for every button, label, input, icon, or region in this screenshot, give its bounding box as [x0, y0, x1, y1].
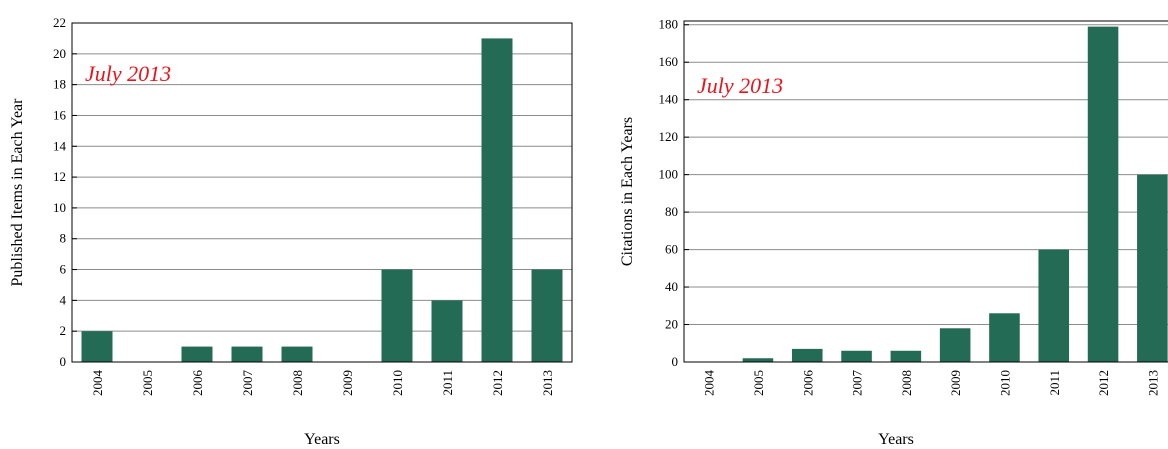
y-tick-label: 8: [60, 231, 67, 246]
x-tick-label: 2013: [540, 370, 555, 396]
y-tick-label: 140: [659, 92, 679, 107]
y-tick-label: 20: [665, 317, 678, 332]
bar: [890, 350, 922, 362]
bar: [841, 350, 872, 362]
y-axis-label: Citations in Each Years: [619, 117, 636, 266]
y-tick-label: 4: [60, 292, 67, 307]
bar: [531, 269, 563, 362]
plot-frame: [71, 22, 573, 363]
x-tick-label: 2012: [490, 370, 505, 396]
x-tick-label: 2009: [340, 370, 355, 396]
y-tick-label: 18: [53, 77, 66, 92]
x-tick-label: 2011: [440, 370, 455, 396]
y-tick-label: 20: [53, 46, 66, 61]
annotation: July 2013: [85, 61, 171, 86]
bar: [81, 331, 113, 362]
annotation: July 2013: [697, 73, 783, 98]
y-tick-label: 6: [60, 262, 67, 277]
y-tick-label: 160: [659, 54, 679, 69]
chart: 0 2 4 6 8 10 12 14 16 18 20 22 2004 2005 2006 2007 2008 2…: [9, 15, 573, 448]
bar: [381, 269, 413, 362]
x-tick-label: 2007: [240, 370, 255, 397]
x-tick-label: 2012: [1096, 370, 1111, 396]
x-tick-label: 2004: [90, 370, 105, 397]
bar: [791, 348, 823, 362]
y-tick-label: 10: [53, 200, 66, 215]
y-tick-label: 100: [659, 167, 679, 182]
y-tick-label: 40: [665, 279, 678, 294]
y-tick-label: 120: [659, 129, 679, 144]
bar: [742, 358, 774, 362]
x-tick-label: 2008: [290, 370, 305, 396]
y-tick-label: 180: [659, 17, 679, 32]
y-tick-label: 80: [665, 204, 678, 219]
y-tick-label: 60: [665, 242, 678, 257]
bar: [281, 346, 313, 362]
y-tick-label: 14: [53, 138, 67, 153]
x-tick-label: 2011: [1047, 370, 1062, 396]
bar: [1087, 26, 1119, 362]
bar: [481, 38, 513, 363]
bar: [939, 328, 971, 362]
y-tick-label: 16: [53, 107, 67, 122]
bar: [231, 346, 263, 362]
x-tick-label: 2008: [899, 370, 914, 396]
y-tick-label: 12: [53, 169, 66, 184]
bar: [1038, 249, 1070, 362]
bar: [431, 300, 463, 362]
bar: [1137, 174, 1168, 362]
x-tick-label: 2004: [702, 370, 717, 397]
x-tick-label: 2006: [800, 370, 815, 397]
x-tick-label: 2005: [751, 370, 766, 396]
bar: [181, 346, 213, 362]
x-tick-label: 2013: [1145, 370, 1160, 396]
x-tick-label: 2007: [850, 370, 865, 397]
y-tick-label: 22: [53, 15, 66, 30]
y-tick-label: 2: [60, 323, 67, 338]
x-axis-label: Years: [304, 431, 340, 448]
x-tick-label: 2010: [997, 370, 1012, 396]
bar: [989, 313, 1020, 362]
y-tick-label: 0: [60, 354, 67, 369]
x-tick-label: 2006: [190, 370, 205, 397]
plot-frame: [683, 20, 1168, 363]
x-axis-label: Years: [878, 431, 914, 448]
y-axis-label: Published Items in Each Year: [9, 98, 26, 287]
chart: 0 20 40 60 80 100 120 140 160 180 2004 2005 2006 2007…: [619, 17, 1168, 448]
x-tick-label: 2009: [948, 370, 963, 396]
x-tick-label: 2005: [140, 370, 155, 396]
x-tick-label: 2010: [390, 370, 405, 396]
y-tick-label: 0: [672, 354, 679, 369]
